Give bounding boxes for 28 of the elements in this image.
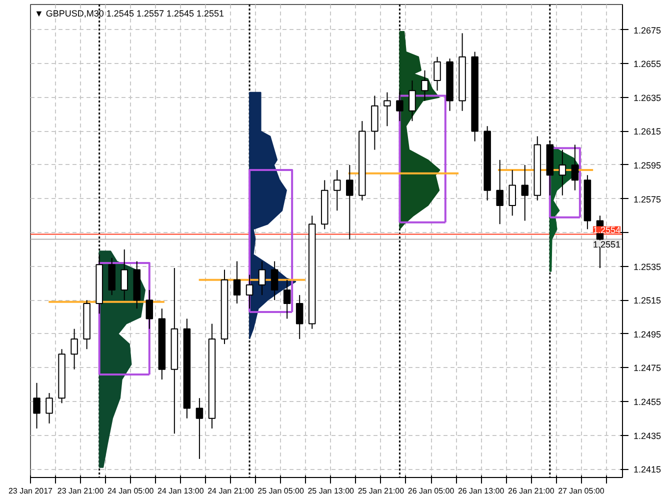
- x-tick-label: 24 Jan 05:00: [107, 486, 154, 496]
- y-tick-label: 1.2415: [634, 464, 662, 475]
- x-tick-label: 23 Jan 21:00: [57, 486, 104, 496]
- y-tick-label: 1.2475: [634, 363, 662, 374]
- y-tick-label: 1.2575: [634, 194, 662, 204]
- x-tick-label: 26 Jan 05:00: [408, 486, 455, 496]
- text: ▼ GBPUSD,M30 1.2545 1.2557 1.2545 1.2551: [34, 8, 224, 18]
- x-tick-label: 25 Jan 21:00: [358, 486, 405, 496]
- y-tick-label: 1.2495: [634, 329, 662, 340]
- y-tick-label: 1.2455: [634, 396, 662, 407]
- y-tick-label: 1.2535: [634, 262, 662, 272]
- ref-line-label: 1.2554: [592, 225, 621, 236]
- y-tick-label: 1.2615: [634, 126, 662, 137]
- y-tick-label: 1.2515: [634, 296, 662, 306]
- y-tick-label: 1.2635: [634, 92, 662, 103]
- y-tick-label: 1.2655: [634, 59, 662, 70]
- x-tick-label: 26 Jan 21:00: [508, 486, 555, 496]
- y-tick-label: 1.2675: [634, 25, 662, 36]
- ref-line-label: 1.2551: [592, 239, 621, 250]
- y-tick-label: 1.2595: [634, 160, 662, 170]
- x-tick-label: 25 Jan 13:00: [308, 486, 355, 496]
- x-tick-label: 24 Jan 13:00: [158, 486, 204, 496]
- y-tick-label: 1.2435: [634, 430, 662, 441]
- x-tick-label: 25 Jan 05:00: [258, 486, 304, 496]
- x-tick-label: 27 Jan 05:00: [558, 486, 605, 496]
- x-tick-label: 24 Jan 21:00: [208, 486, 254, 496]
- x-tick-label: 26 Jan 13:00: [458, 486, 505, 496]
- x-tick-label: 23 Jan 2017: [8, 486, 54, 496]
